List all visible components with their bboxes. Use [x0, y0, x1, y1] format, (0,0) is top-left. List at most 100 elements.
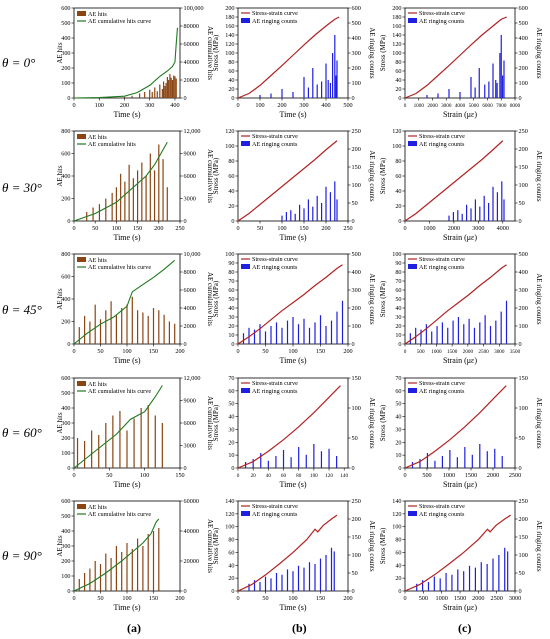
x-tick-label: 2000	[463, 349, 474, 355]
ringing-count-bar	[316, 84, 318, 98]
x-axis-label: Time (s)	[279, 356, 306, 365]
ae-hits-bar	[110, 558, 112, 591]
y-tick-label: 180	[392, 14, 401, 21]
x-tick-label: 100	[310, 473, 318, 479]
y2-tick-label: 9000	[184, 398, 196, 405]
x-tick-label: 0	[72, 348, 75, 355]
ae-hits-bar	[91, 430, 93, 468]
y-axis-label: AE hits	[56, 412, 64, 433]
ae-hits-bar	[168, 321, 170, 344]
ringing-count-bar	[325, 555, 327, 591]
ringing-count-bar	[297, 324, 300, 344]
ae-hits-bar	[169, 74, 171, 98]
ringing-count-bar	[459, 92, 461, 98]
y-tick-label: 60	[395, 388, 401, 395]
ringing-count-bar	[447, 327, 449, 344]
panel-c-2: 0 500 1000 1500 2000 2500 3000 3500010203040506…	[379, 251, 543, 365]
x-tick-label: 100	[288, 595, 297, 602]
legend-label-ae-hits: AE hits	[88, 257, 107, 264]
y-tick-label: 100	[392, 143, 401, 150]
x-tick-label: 50	[106, 472, 112, 479]
ringing-count-bar	[316, 195, 318, 221]
row-label-30: θ = 30°	[2, 180, 42, 195]
x-tick-label: 0	[72, 102, 75, 109]
y2-tick-label: 400	[519, 35, 528, 42]
ae-hits-bar	[119, 411, 121, 468]
ae-hits-bar	[166, 187, 168, 221]
x-tick-label: 500	[343, 102, 352, 109]
column-label-b: (b)	[292, 621, 307, 635]
y-tick-label: 120	[225, 41, 234, 48]
x-tick-label: 2500	[478, 349, 489, 355]
ringing-count-bar	[445, 573, 447, 591]
y-tick-label: 20	[395, 575, 401, 582]
ringing-count-bar	[312, 206, 314, 221]
y-tick-label: 80	[395, 269, 401, 276]
ringing-count-bar	[290, 210, 292, 221]
ringing-count-bar	[275, 322, 278, 344]
y-tick-label: 40	[228, 562, 234, 569]
y-tick-label: 60	[228, 388, 234, 395]
y-tick-label: 120	[392, 41, 401, 48]
ringing-count-bar	[314, 564, 316, 591]
y-tick-label: 160	[392, 23, 401, 30]
x-tick-label: 100	[122, 595, 131, 602]
stress-strain-line	[404, 140, 504, 222]
ringing-count-bar	[498, 555, 500, 591]
y2-tick-label: 200	[352, 305, 361, 312]
y2-tick-label: 0	[519, 465, 522, 472]
y-axis-label: AE hits	[56, 535, 64, 556]
y-tick-label: 40	[228, 414, 234, 421]
ringing-count-bar	[479, 206, 481, 221]
x-tick-label: 4000	[497, 225, 509, 232]
y2-axis-label: AE ringing counts	[368, 27, 376, 79]
ae-hits-bar	[142, 546, 144, 591]
ringing-count-bar	[425, 324, 427, 344]
y-tick-label: 10	[228, 332, 234, 339]
ringing-count-bar	[474, 87, 476, 98]
y-tick-label: 80	[395, 537, 401, 544]
x-tick-label: 3000	[472, 225, 484, 232]
panel-b-2: 0 50 100 150 2000102030405060708090100010020…	[212, 251, 376, 365]
ringing-count-bar	[496, 83, 498, 98]
ringing-count-bar	[330, 547, 333, 591]
x-tick-label: 0	[403, 595, 406, 602]
y-tick-label: 800	[61, 251, 70, 258]
y-tick-label: 140	[225, 32, 234, 39]
y2-axis-label: AE cumulative hits	[206, 396, 214, 450]
y-tick-label: 120	[225, 128, 234, 135]
y-axis-label: Stress (MPa)	[379, 404, 387, 441]
ringing-count-bar	[290, 457, 292, 468]
x-tick-label: 500	[422, 472, 431, 479]
panel-a-1: 0 50 100 150 200 2500200400600800030006000900…	[56, 128, 214, 242]
legend-label-ringing: AE ringing counts	[252, 264, 298, 271]
ae-hits-bar	[112, 415, 114, 468]
y-tick-label: 400	[61, 405, 70, 412]
x-tick-label: 100	[277, 225, 286, 232]
ae-hits-bar	[99, 564, 102, 591]
ae-hits-bar	[159, 84, 161, 98]
y-tick-label: 160	[225, 23, 234, 30]
y2-tick-label: 150	[352, 534, 361, 541]
ae-hits-bar	[78, 579, 80, 591]
ringing-count-bar	[275, 456, 277, 468]
legend-swatch-ringing	[408, 18, 417, 23]
y-tick-label: 90	[228, 260, 234, 267]
panel-a-4: 0 50 100 150 2000100200300400500600020000400…	[56, 498, 214, 612]
legend-label-stress: Stress-strain curve	[252, 133, 298, 140]
x-tick-label: 100	[288, 348, 297, 355]
x-axis-label: Strain (με)	[443, 603, 477, 612]
y-tick-label: 50	[228, 296, 234, 303]
x-tick-label: 1000	[443, 472, 455, 479]
ringing-count-bar	[297, 565, 300, 591]
x-tick-label: 1000	[414, 103, 425, 109]
y2-tick-label: 0	[184, 218, 187, 225]
x-tick-label: 250	[175, 225, 184, 232]
x-tick-label: 150	[316, 595, 325, 602]
y2-tick-label: 50	[352, 200, 358, 207]
y2-tick-label: 6000	[184, 173, 196, 180]
ae-hits-bar	[133, 418, 135, 468]
y2-tick-label: 0	[519, 218, 522, 225]
y2-axis-label: AE ringing counts	[368, 150, 376, 202]
y-tick-label: 90	[395, 260, 401, 267]
